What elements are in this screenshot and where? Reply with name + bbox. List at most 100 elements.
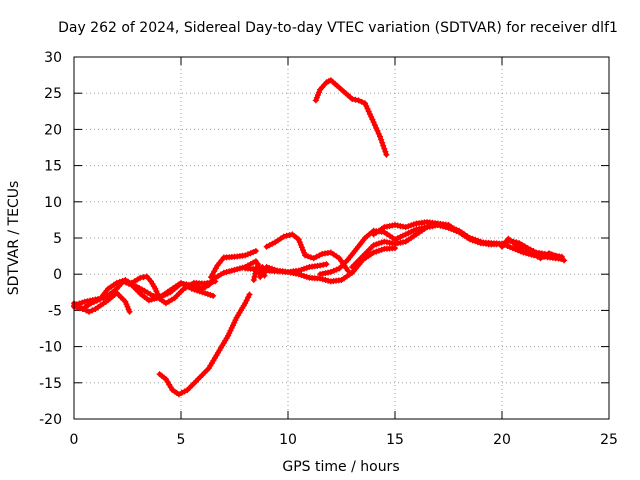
data-point xyxy=(301,249,308,256)
data-point xyxy=(126,308,133,315)
data-point xyxy=(349,96,356,102)
data-point xyxy=(410,221,417,228)
data-point xyxy=(373,125,380,131)
data-point xyxy=(383,151,390,158)
data-point xyxy=(507,244,513,251)
data-point xyxy=(295,236,302,243)
series-layer xyxy=(71,77,568,398)
data-point xyxy=(316,89,322,96)
x-tick-label: 10 xyxy=(279,432,297,448)
data-point xyxy=(379,139,386,146)
data-point xyxy=(402,231,409,238)
y-tick-label: 20 xyxy=(44,122,62,138)
data-point xyxy=(378,239,385,246)
data-point xyxy=(370,119,377,126)
data-point xyxy=(526,249,533,256)
y-tick-label: 30 xyxy=(44,50,62,66)
data-point xyxy=(551,252,558,259)
data-point xyxy=(89,307,96,314)
data-point xyxy=(313,94,320,101)
plot-frame xyxy=(73,56,610,420)
data-point xyxy=(298,244,305,251)
y-tick-label: -15 xyxy=(39,376,62,392)
data-point xyxy=(405,230,412,237)
data-point xyxy=(319,276,326,283)
data-point xyxy=(252,248,259,254)
data-point xyxy=(375,130,382,137)
data-point xyxy=(469,235,476,242)
data-point xyxy=(375,240,382,247)
x-tick-label: 20 xyxy=(493,432,511,448)
data-point xyxy=(150,292,157,299)
data-point xyxy=(557,255,564,262)
data-point xyxy=(320,261,327,268)
data-point xyxy=(509,245,516,252)
data-point xyxy=(364,105,371,112)
series-track-k xyxy=(370,219,484,245)
data-point xyxy=(223,269,230,275)
data-point xyxy=(116,278,123,285)
y-tick-label: -20 xyxy=(39,412,62,428)
data-point xyxy=(242,252,249,259)
series-track-l xyxy=(499,235,568,264)
data-point xyxy=(366,111,373,118)
series-track-n xyxy=(156,291,253,398)
data-point xyxy=(231,266,238,273)
y-axis-label: SDTVAR / TECUs xyxy=(6,181,22,296)
x-tick-label: 15 xyxy=(386,432,404,448)
data-point xyxy=(546,250,553,257)
y-tick-label: -10 xyxy=(39,340,62,356)
data-point xyxy=(520,248,527,254)
data-point xyxy=(207,292,214,298)
data-point xyxy=(380,142,387,149)
data-point xyxy=(191,286,198,293)
data-point xyxy=(257,270,264,277)
data-point xyxy=(93,297,100,304)
data-point xyxy=(260,266,266,273)
data-point xyxy=(251,273,258,280)
data-point xyxy=(305,253,311,260)
y-tick-label: 15 xyxy=(44,159,62,175)
data-point xyxy=(377,133,383,140)
data-point xyxy=(375,247,382,254)
data-point xyxy=(370,249,377,256)
data-point xyxy=(302,252,309,259)
data-point xyxy=(212,278,219,285)
data-point xyxy=(405,223,412,230)
data-point xyxy=(400,232,406,239)
data-point xyxy=(327,269,334,275)
data-point xyxy=(330,267,337,274)
data-point xyxy=(369,116,376,123)
data-point xyxy=(344,267,351,274)
data-point xyxy=(296,239,303,246)
data-point xyxy=(325,277,332,284)
data-point xyxy=(358,98,365,105)
data-point xyxy=(303,264,310,271)
data-point xyxy=(333,266,340,273)
data-point xyxy=(548,251,555,258)
data-point xyxy=(250,249,257,256)
data-point xyxy=(362,100,368,107)
data-point xyxy=(140,274,147,281)
data-point xyxy=(210,292,217,299)
x-tick-label: 0 xyxy=(70,432,79,448)
data-point xyxy=(410,227,417,234)
data-point xyxy=(382,148,389,155)
data-point xyxy=(323,261,330,268)
data-point xyxy=(137,274,144,281)
data-point xyxy=(244,251,251,258)
data-point xyxy=(466,235,473,241)
data-point xyxy=(295,267,302,274)
data-point xyxy=(523,248,530,255)
data-point xyxy=(317,262,324,269)
data-point xyxy=(145,297,152,304)
data-point xyxy=(280,233,287,240)
data-point xyxy=(220,269,227,276)
series-track-o xyxy=(250,261,268,283)
y-tick-label: 0 xyxy=(53,267,62,283)
data-point xyxy=(381,145,388,152)
x-tick-label: 25 xyxy=(600,432,618,448)
data-point xyxy=(402,224,409,231)
